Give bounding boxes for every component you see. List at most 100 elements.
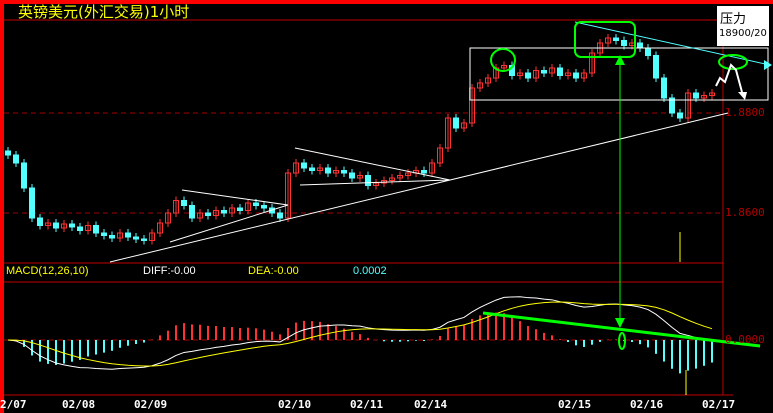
candle	[101, 229, 107, 240]
top-bar	[0, 0, 773, 4]
support-trendline	[109, 112, 729, 263]
candle	[357, 171, 363, 182]
candle-body	[461, 122, 467, 129]
candle-body	[325, 167, 331, 174]
candle	[245, 199, 251, 215]
candle	[333, 166, 339, 177]
candle-body	[541, 70, 547, 74]
candle-body	[213, 210, 219, 216]
candle	[581, 69, 587, 82]
x-tick-label: 02/17	[702, 398, 736, 411]
candle	[621, 36, 627, 50]
candle-body	[205, 212, 211, 216]
candle-body	[173, 200, 179, 214]
candle-body	[85, 225, 91, 231]
arrow-right	[764, 60, 772, 70]
candle	[165, 209, 171, 227]
candle	[221, 206, 227, 217]
candle	[613, 34, 619, 45]
candle	[229, 204, 235, 217]
candle-body	[61, 223, 67, 229]
candle	[373, 179, 379, 190]
candle	[213, 206, 219, 220]
candle-body	[253, 202, 259, 206]
candle	[61, 220, 67, 232]
candle	[525, 69, 531, 82]
candle	[21, 159, 27, 192]
candle	[53, 219, 59, 232]
candle-body	[445, 117, 451, 149]
candle	[509, 61, 515, 80]
candle-body	[637, 42, 643, 49]
candle	[661, 74, 667, 102]
triangle-2	[294, 147, 451, 186]
x-tick-label: 02/08	[62, 398, 96, 411]
candle	[429, 159, 435, 177]
candle	[309, 164, 315, 175]
candle	[485, 74, 491, 87]
highlight-ellipse	[618, 332, 626, 350]
forecast-path	[715, 63, 743, 93]
candle	[365, 171, 371, 190]
candle-body	[397, 175, 403, 179]
candle	[541, 66, 547, 77]
candle-body	[549, 67, 555, 74]
macd-dea: DEA:-0.00	[248, 265, 299, 277]
candle	[437, 144, 443, 167]
candle-body	[133, 236, 139, 240]
candle-body	[589, 52, 595, 74]
x-tick-label: 02/15	[558, 398, 592, 411]
candle-body	[509, 65, 515, 76]
candle	[293, 159, 299, 177]
highlight-box	[574, 21, 636, 58]
candle-body	[141, 238, 147, 241]
candle	[421, 166, 427, 177]
candle-body	[421, 170, 427, 174]
candle	[37, 214, 43, 230]
candle	[237, 204, 243, 215]
arrow-up	[615, 55, 625, 65]
candle	[77, 223, 83, 235]
candle-body	[109, 235, 115, 239]
macd-name: MACD(12,26,10)	[6, 265, 89, 277]
candle-body	[477, 82, 483, 89]
candle-body	[533, 70, 539, 79]
forecast-arrow	[738, 92, 747, 100]
candle	[13, 151, 19, 167]
candle-body	[565, 72, 571, 76]
candle-body	[333, 170, 339, 174]
candle	[349, 169, 355, 182]
macd-diff: DIFF:-0.00	[143, 265, 196, 277]
candle	[125, 229, 131, 241]
candle-body	[621, 40, 627, 46]
candle-body	[349, 172, 355, 179]
candle	[85, 221, 91, 235]
candle-body	[341, 170, 347, 174]
candle-body	[373, 182, 379, 186]
candle	[69, 220, 75, 231]
candle	[29, 184, 35, 222]
candle	[469, 84, 475, 127]
candle-body	[29, 187, 35, 219]
candle-body	[573, 72, 579, 79]
macd-value: 0.0002	[353, 265, 387, 277]
candle-body	[5, 150, 11, 156]
candle-body	[437, 147, 443, 164]
candle-body	[669, 97, 675, 114]
resistance-trendline	[574, 21, 771, 66]
diff-line	[7, 296, 713, 370]
candle-body	[685, 92, 691, 119]
candle-body	[661, 77, 667, 99]
candle-body	[293, 162, 299, 174]
candle-body	[389, 177, 395, 181]
candle-body	[285, 172, 291, 219]
candle	[477, 79, 483, 92]
candle	[317, 164, 323, 175]
candle-body	[93, 225, 99, 234]
candle	[93, 221, 99, 237]
candles	[5, 34, 715, 245]
candle-body	[677, 112, 683, 119]
candle-body	[357, 175, 363, 179]
candle	[277, 209, 283, 222]
